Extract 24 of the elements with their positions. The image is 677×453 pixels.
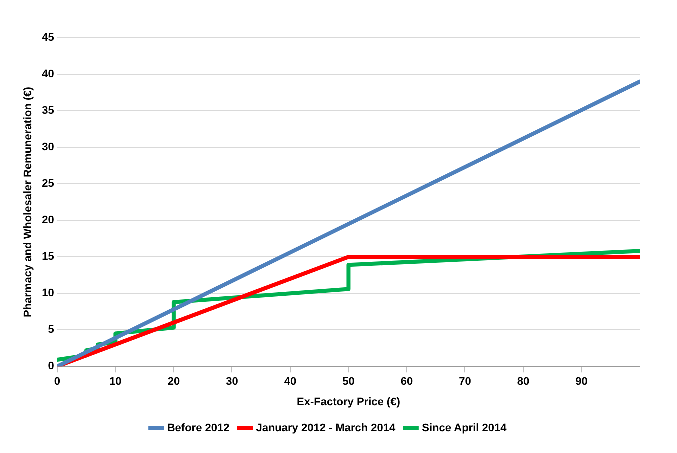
x-tick-label: 40 [284, 376, 297, 388]
x-tick-label: 10 [110, 376, 122, 388]
y-tick-label: 5 [48, 324, 54, 336]
x-tick-label: 30 [226, 376, 238, 388]
legend-label: Since April 2014 [422, 422, 508, 435]
x-tick-label: 90 [576, 376, 588, 388]
x-axis-title: Ex-Factory Price (€) [297, 396, 401, 408]
x-tick-label: 60 [400, 376, 414, 388]
y-axis-title: Pharmacy and Wholesaler Remuneration (€) [22, 86, 35, 318]
y-tick-label: 15 [42, 251, 54, 264]
legend-label: January 2012 - March 2014 [256, 422, 397, 435]
y-tick-label: 45 [42, 32, 54, 44]
y-tick-label: 40 [42, 68, 54, 81]
y-tick-label: 20 [42, 214, 54, 227]
y-tick-label: 35 [42, 105, 54, 118]
y-tick-label: 30 [42, 142, 54, 154]
legend-label: Before 2012 [167, 422, 230, 435]
x-tick-label: 20 [168, 376, 180, 388]
y-tick-label: 0 [48, 360, 54, 373]
x-tick-label: 80 [517, 376, 530, 388]
y-tick-label: 25 [42, 178, 54, 190]
x-tick-label: 70 [459, 376, 472, 388]
x-tick-label: 50 [342, 376, 355, 388]
y-tick-label: 10 [42, 288, 54, 300]
